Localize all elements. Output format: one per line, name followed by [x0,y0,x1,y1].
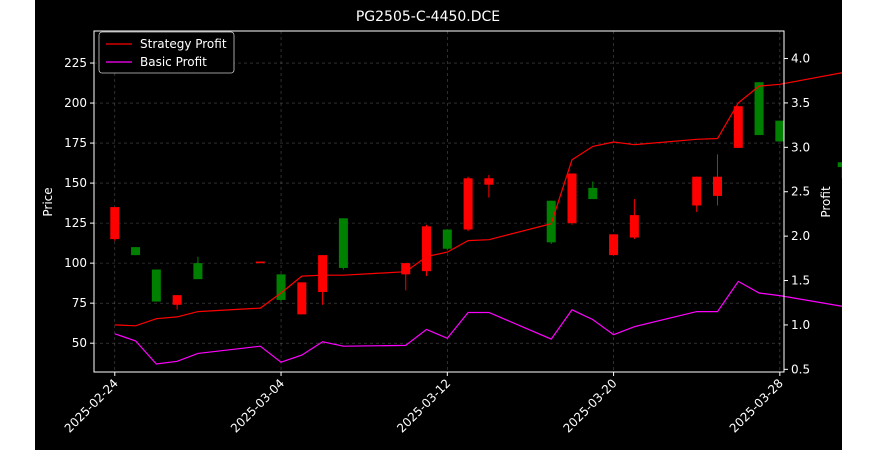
candle-body [567,173,577,224]
candle-body [318,255,328,292]
left-tick-label: 225 [64,56,87,70]
left-tick-label: 75 [72,296,87,310]
right-tick-label: 0.5 [791,362,810,376]
plot-frame [93,30,785,373]
right-tick-label: 1.0 [791,318,810,332]
chart-title: PG2505-C-4450.DCE [356,9,500,25]
candle-body [151,269,161,302]
candle-body [193,263,203,280]
candle-body [484,178,494,185]
candle-body [442,229,452,249]
candle-body [338,218,348,268]
candle-body [629,215,639,238]
legend-label-strategy: Strategy Profit [140,37,227,51]
candle-body [733,106,743,148]
left-tick-label: 125 [64,216,87,230]
y-axis-label-price: Price [41,187,55,216]
candle-body [712,176,722,196]
left-tick-label: 50 [72,336,87,350]
candle-body [463,178,473,230]
left-tick-label: 150 [64,176,87,190]
candle-body [588,187,598,200]
candle-body [110,207,120,240]
right-tick-label: 3.5 [791,96,810,110]
chart-background [35,0,842,450]
candle-body [172,295,182,305]
chart-figure: PG2505-C-4450.DCE 50 75 100 125 150 175 200 225… [35,0,878,450]
right-tick-label: 1.5 [791,274,810,288]
candle-body [775,120,785,142]
candle-body [837,162,847,168]
legend-label-basic: Basic Profit [140,55,207,69]
left-tick-label: 200 [64,96,87,110]
candle-body [754,82,764,136]
right-profit-axis: 0.5 1.0 1.5 2.0 2.5 3.0 3.5 4.0 [784,52,810,376]
left-price-axis: 50 75 100 125 150 175 200 225 [64,56,94,350]
right-tick-label: 4.0 [791,52,810,66]
right-tick-label: 2.0 [791,229,810,243]
legend-frame [98,31,235,74]
candle-body [546,200,556,243]
candlestick-chart: PG2505-C-4450.DCE 50 75 100 125 150 175 200 225… [35,0,878,450]
candle-body [255,261,265,264]
candle-body [422,226,432,272]
candle-body [131,247,141,256]
right-tick-label: 2.5 [791,185,810,199]
candle-body [297,282,307,315]
candle-body [609,234,619,256]
candle-body [276,274,286,300]
candle-body [401,263,411,275]
left-tick-label: 100 [64,256,87,270]
grid-lines [94,31,784,372]
right-tick-label: 3.0 [791,140,810,154]
left-tick-label: 175 [64,136,87,150]
y-axis-label-profit: Profit [819,186,833,218]
candle-body [692,176,702,206]
legend: Strategy Profit Basic Profit [98,31,235,74]
